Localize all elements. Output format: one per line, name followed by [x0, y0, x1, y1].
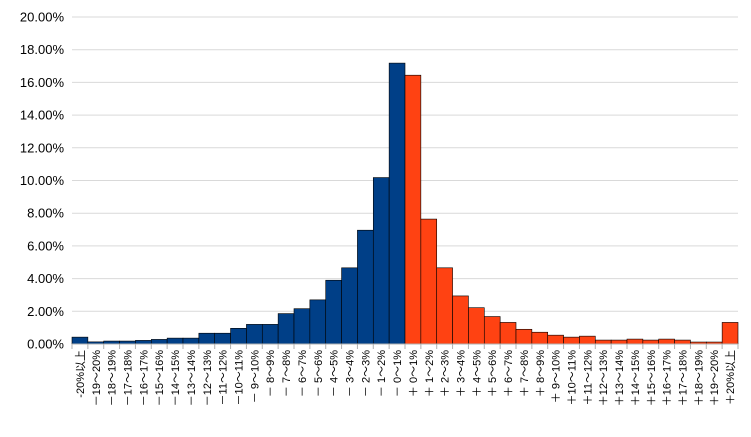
histogram-bar: [404, 74, 422, 345]
histogram-bar: [674, 339, 691, 345]
x-tick-label: ＋11～12%: [582, 350, 594, 406]
bars: [71, 62, 739, 345]
histogram-bar: [721, 322, 739, 345]
x-tick-label: ＋ 7～8%: [519, 350, 531, 397]
x-tick-label: －13～14%: [186, 350, 198, 406]
x-tick-label: －19～20%: [91, 350, 103, 406]
y-tick-label: 16.00%: [20, 75, 65, 90]
y-tick-label: 4.00%: [27, 271, 64, 286]
x-tick-label: ＋ 1～2%: [424, 350, 436, 397]
x-tick-label: ＋13～14%: [614, 350, 626, 406]
y-tick-label: 8.00%: [27, 206, 64, 221]
histogram-bar: [483, 316, 501, 345]
histogram-bar: [277, 313, 295, 345]
histogram-bar: [261, 324, 279, 345]
x-tick-label: －17～18%: [123, 350, 135, 406]
x-tick-label: －10～11%: [234, 350, 246, 406]
x-tick-label: ＋16～17%: [662, 350, 674, 406]
histogram-bar: [626, 338, 644, 345]
histogram-bar: [531, 331, 549, 345]
histogram-bar: [499, 322, 517, 345]
histogram-bar: [357, 229, 374, 345]
y-tick-label: 18.00%: [20, 42, 65, 57]
x-tick-label: －14～15%: [170, 350, 182, 406]
y-tick-label: 2.00%: [27, 304, 64, 319]
histogram-bar: [436, 267, 453, 345]
x-tick-label: ＋17～18%: [678, 350, 690, 406]
histogram-bar: [293, 308, 311, 345]
x-tick-label: ＋14～15%: [630, 350, 642, 406]
x-tick-label: ＋ 2～3%: [440, 350, 452, 397]
x-tick-label: ＋ 3～4%: [456, 350, 468, 397]
histogram-bar: [420, 218, 438, 345]
histogram-bar: [150, 339, 168, 345]
y-tick-labels: 0.00% 2.00% 4.00% 6.00% 8.00% 10.00% 12.00% 14.…: [20, 10, 65, 352]
x-tick-label: ＋ 6～7%: [503, 350, 515, 397]
histogram-bar: [71, 336, 89, 345]
histogram-bar: [594, 339, 612, 345]
histogram-bar: [658, 338, 675, 345]
histogram-bar: [230, 328, 247, 345]
x-tick-label: － 7～8%: [281, 350, 293, 397]
x-tick-label: － 8～9%: [265, 350, 277, 397]
histogram-bar: [452, 295, 469, 345]
x-tick-label: ＋15～16%: [646, 350, 658, 406]
x-tick-label: ＋ 9～10%: [551, 350, 563, 403]
x-tick-label: ＋18～19%: [693, 350, 705, 406]
x-tick-label: － 2～3%: [360, 350, 372, 397]
histogram-bar: [372, 177, 390, 345]
x-tick-label: － 5～6%: [313, 350, 325, 397]
y-tick-label: 6.00%: [27, 238, 64, 253]
histogram-bar: [563, 336, 580, 345]
histogram-bar: [388, 62, 406, 345]
histogram-bar: [198, 332, 216, 345]
histogram-bar: [309, 299, 327, 345]
x-tick-label: ＋ 0～1%: [408, 350, 420, 397]
x-tick-label: － 1～2%: [376, 350, 388, 397]
x-tick-label: ＋20%以上: [724, 350, 737, 405]
x-tick-label: ＋19～20%: [709, 350, 721, 406]
x-tick-label: － 6～7%: [297, 350, 309, 397]
x-tick-label: -20%以上: [74, 350, 87, 398]
x-tick-label: － 9～10%: [249, 350, 261, 403]
y-tick-label: 14.00%: [20, 108, 65, 123]
histogram-bar: [610, 339, 628, 345]
y-tick-label: 20.00%: [20, 10, 65, 25]
y-tick-label: 12.00%: [20, 140, 65, 155]
histogram-bar: [182, 337, 200, 345]
x-tick-label: ＋ 8～9%: [535, 350, 547, 397]
x-tick-label: －11～12%: [218, 350, 230, 406]
histogram-bar: [515, 328, 533, 345]
y-tick-label: 10.00%: [20, 173, 65, 188]
histogram-bar: [166, 337, 184, 345]
x-tick-label: － 3～4%: [345, 350, 357, 397]
x-tick-label: － 4～5%: [329, 350, 341, 397]
x-tick-label: ＋12～13%: [598, 350, 610, 406]
histogram-bar: [579, 335, 596, 345]
x-tick-label: －12～13%: [202, 350, 214, 406]
x-tick-label: －18～19%: [107, 350, 119, 406]
x-tick-label: ＋10～11%: [567, 350, 579, 406]
histogram-bar: [325, 279, 342, 345]
x-tick-labels: -20%以上 －19～20% －18～19% －17～18% －16～17% －15～16…: [74, 350, 737, 406]
histogram-bar: [246, 324, 263, 345]
histogram-bar: [135, 340, 152, 345]
axes: [71, 343, 739, 349]
x-tick-label: ＋ 4～5%: [471, 350, 483, 397]
x-tick-label: － 0～1%: [392, 350, 404, 397]
x-tick-label: ＋ 5～6%: [487, 350, 499, 397]
x-tick-label: －16～17%: [138, 350, 150, 406]
histogram-bar: [214, 332, 231, 345]
histogram-bar: [341, 267, 358, 345]
histogram-bar: [547, 334, 564, 345]
x-tick-label: －15～16%: [154, 350, 166, 406]
histogram-bar: [468, 307, 485, 345]
histogram-bar: [642, 339, 660, 345]
y-tick-label: 0.00%: [27, 337, 64, 352]
